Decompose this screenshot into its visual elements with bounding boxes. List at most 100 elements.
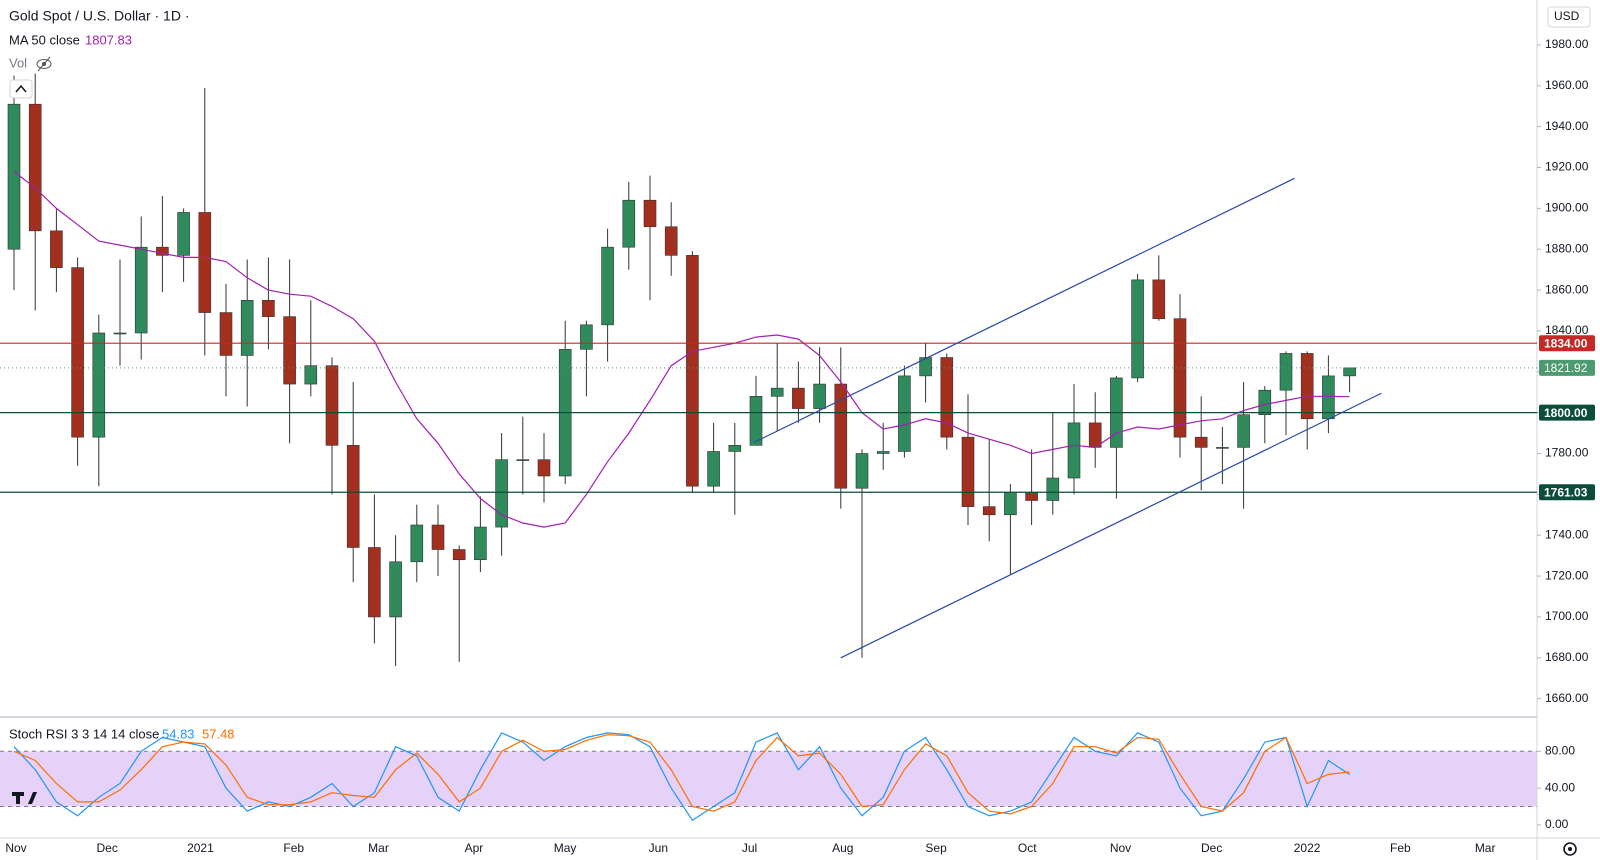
trend-line bbox=[753, 177, 1295, 444]
candle-body bbox=[940, 357, 954, 438]
x-tick-label: Jun bbox=[649, 841, 668, 855]
candle-body bbox=[516, 459, 530, 461]
level-label: 1800.00 bbox=[1544, 406, 1588, 420]
candle-body bbox=[71, 267, 84, 438]
y-tick-label: 1860.00 bbox=[1545, 282, 1589, 296]
eye-icon[interactable] bbox=[36, 56, 52, 72]
candle-body bbox=[177, 212, 190, 256]
stoch-tick-label: 80.00 bbox=[1545, 743, 1575, 757]
candle-body bbox=[325, 365, 339, 446]
x-tick-label: 2022 bbox=[1294, 841, 1321, 855]
candle-body bbox=[1343, 367, 1356, 377]
x-tick-label: Jul bbox=[742, 841, 757, 855]
candle-body bbox=[813, 383, 826, 409]
stoch-value: 57.48 bbox=[202, 726, 235, 741]
candle-body bbox=[1279, 353, 1293, 391]
x-tick-label: Oct bbox=[1018, 841, 1037, 855]
candle-body bbox=[580, 324, 593, 350]
candle-body bbox=[1088, 422, 1102, 448]
settings-icon[interactable] bbox=[1563, 842, 1577, 856]
y-tick-label: 1660.00 bbox=[1545, 691, 1589, 705]
candle-body bbox=[283, 316, 296, 385]
candle-body bbox=[1067, 422, 1081, 479]
ma-line bbox=[13, 171, 1350, 528]
y-tick-label: 1960.00 bbox=[1545, 78, 1589, 92]
candle-body bbox=[219, 312, 233, 356]
x-tick-label: Mar bbox=[1475, 841, 1496, 855]
y-tick-label: 1700.00 bbox=[1545, 609, 1589, 623]
y-tick-label: 1980.00 bbox=[1545, 37, 1589, 51]
candle-body bbox=[474, 526, 487, 561]
current-price-box bbox=[1539, 359, 1595, 376]
candle-body bbox=[1216, 447, 1229, 449]
candle-body bbox=[1004, 492, 1017, 516]
y-tick-label: 1780.00 bbox=[1545, 446, 1589, 460]
candle-body bbox=[898, 375, 911, 452]
x-tick-label: Feb bbox=[1390, 841, 1411, 855]
stoch-value: 54.83 bbox=[162, 726, 195, 741]
y-tick-label: 1720.00 bbox=[1545, 568, 1589, 582]
candle-body bbox=[643, 199, 657, 228]
candle-body bbox=[792, 387, 805, 409]
candle-body bbox=[1194, 436, 1208, 448]
symbol-title: Gold Spot / U.S. Dollar · 1D · bbox=[9, 8, 190, 24]
y-tick-label: 1680.00 bbox=[1545, 650, 1589, 664]
candle-body bbox=[961, 436, 975, 507]
candle-body bbox=[537, 459, 551, 477]
x-tick-label: 2021 bbox=[187, 841, 214, 855]
candle-body bbox=[749, 396, 763, 446]
candle-body bbox=[834, 383, 848, 489]
level-label-box bbox=[1539, 335, 1595, 352]
candle-body bbox=[1046, 477, 1060, 501]
candle-body bbox=[452, 549, 466, 561]
x-tick-label: Dec bbox=[1201, 841, 1222, 855]
stoch-band bbox=[0, 751, 1537, 807]
candle-body bbox=[855, 453, 869, 489]
candle-body bbox=[1131, 279, 1144, 379]
candle-body bbox=[50, 230, 63, 268]
candle-body bbox=[156, 246, 169, 256]
candle-body bbox=[919, 357, 932, 377]
candle-body bbox=[7, 103, 21, 250]
candle-body bbox=[410, 524, 424, 563]
candle-body bbox=[664, 226, 678, 256]
candle-body bbox=[1300, 353, 1314, 420]
candle-body bbox=[495, 459, 508, 528]
level-label-box bbox=[1539, 484, 1595, 501]
currency-label: USD bbox=[1554, 9, 1580, 23]
stoch-label: Stoch RSI 3 3 14 14 close bbox=[9, 726, 159, 741]
x-tick-label: May bbox=[554, 841, 577, 855]
candle-body bbox=[601, 246, 614, 326]
candle-body bbox=[728, 445, 742, 452]
candle-body bbox=[1152, 279, 1166, 319]
tv-logo bbox=[12, 792, 37, 804]
candle-body bbox=[1025, 492, 1038, 501]
candle-body bbox=[389, 561, 402, 618]
ma-value: 1807.83 bbox=[85, 32, 132, 47]
x-tick-label: Apr bbox=[465, 841, 484, 855]
x-tick-label: Nov bbox=[5, 841, 26, 855]
collapse-button[interactable] bbox=[9, 79, 33, 99]
currency-button[interactable]: USD bbox=[1547, 6, 1591, 28]
candle-body bbox=[28, 103, 42, 232]
candle-body bbox=[198, 212, 212, 313]
candle-body bbox=[686, 255, 699, 487]
current-price-label: 1821.92 bbox=[1544, 361, 1588, 375]
candle-body bbox=[622, 199, 636, 248]
y-tick-label: 1920.00 bbox=[1545, 160, 1589, 174]
trend-line bbox=[840, 392, 1382, 659]
level-label-box bbox=[1539, 404, 1595, 421]
stoch-tick-label: 40.00 bbox=[1545, 780, 1575, 794]
plot-area bbox=[0, 73, 1537, 822]
candle-body bbox=[876, 451, 890, 454]
candle-body bbox=[770, 387, 784, 397]
candle-body bbox=[262, 299, 275, 317]
y-tick-label: 1940.00 bbox=[1545, 119, 1589, 133]
x-tick-label: Sep bbox=[925, 841, 947, 855]
candle-body bbox=[113, 332, 127, 335]
candle-body bbox=[240, 299, 254, 356]
candle-body bbox=[346, 445, 360, 548]
candle-body bbox=[1258, 389, 1272, 415]
